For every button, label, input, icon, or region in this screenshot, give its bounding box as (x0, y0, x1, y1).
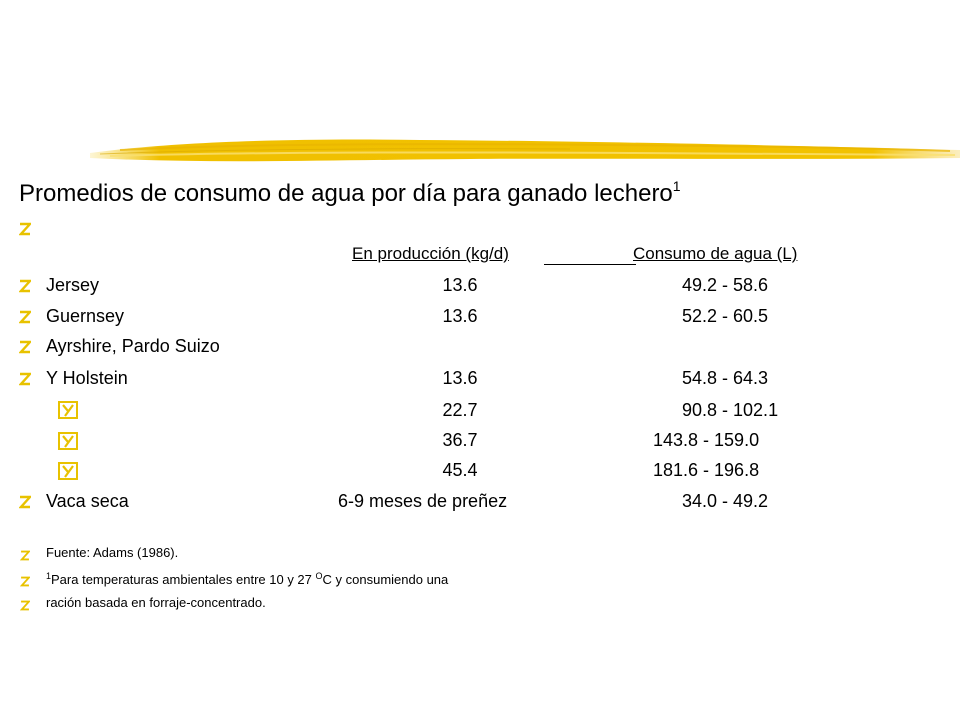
row-production: 13.6 (442, 368, 478, 388)
footnote-line-1: 1Para temperaturas ambientales entre 10 … (46, 571, 448, 587)
slide-title: Promedios de consumo de agua por día par… (19, 178, 681, 208)
source-note: Fuente: Adams (1986). (46, 545, 179, 560)
row-production: 13.6 (442, 275, 478, 295)
column-header-water: Consumo de agua (L) (633, 244, 798, 263)
bullet-icon (18, 340, 33, 359)
row-production: 22.7 (442, 400, 478, 420)
header-underline-gap-filler (544, 264, 636, 265)
row-breed: Y Holstein (46, 368, 128, 388)
decorative-brush-stroke (90, 139, 960, 162)
checkbox-bullet-icon (58, 401, 78, 424)
degree-mark: O (315, 571, 323, 581)
footnote-text-a: Para temperaturas ambientales entre 10 y… (51, 572, 316, 587)
slide-title-text: Promedios de consumo de agua por día par… (19, 180, 673, 207)
bullet-icon (19, 548, 32, 566)
row-water: 52.2 - 60.5 (682, 306, 769, 326)
row-water: 34.0 - 49.2 (682, 491, 769, 511)
footnote-line-2: ración basada en forraje-concentrado. (46, 595, 266, 610)
row-breed: Jersey (46, 275, 100, 295)
row-production: 13.6 (442, 306, 478, 326)
checkbox-bullet-icon (58, 432, 78, 455)
row-water: 49.2 - 58.6 (682, 275, 769, 295)
row-water: 181.6 - 196.8 (653, 460, 760, 480)
row-breed: Vaca seca (46, 491, 129, 511)
checkbox-bullet-icon (58, 462, 78, 485)
column-header-production: En producción (kg/d) (352, 244, 509, 263)
row-production: 36.7 (442, 430, 478, 450)
row-water: 90.8 - 102.1 (682, 400, 779, 420)
bullet-icon (18, 279, 33, 298)
row-production: 6-9 meses de preñez (338, 491, 508, 511)
bullet-icon (19, 574, 32, 592)
bullet-icon (18, 372, 33, 391)
bullet-icon (18, 222, 33, 241)
row-breed: Guernsey (46, 306, 125, 326)
row-breed: Ayrshire, Pardo Suizo (46, 336, 220, 356)
bullet-icon (19, 598, 32, 616)
bullet-icon (18, 310, 33, 329)
title-footnote-mark: 1 (672, 178, 681, 194)
row-production: 45.4 (442, 460, 478, 480)
row-water: 54.8 - 64.3 (682, 368, 769, 388)
row-water: 143.8 - 159.0 (653, 430, 760, 450)
footnote-mark: 1 (46, 571, 52, 581)
bullet-icon (18, 495, 33, 514)
footnote-text-b: C y consumiendo una (322, 572, 449, 587)
